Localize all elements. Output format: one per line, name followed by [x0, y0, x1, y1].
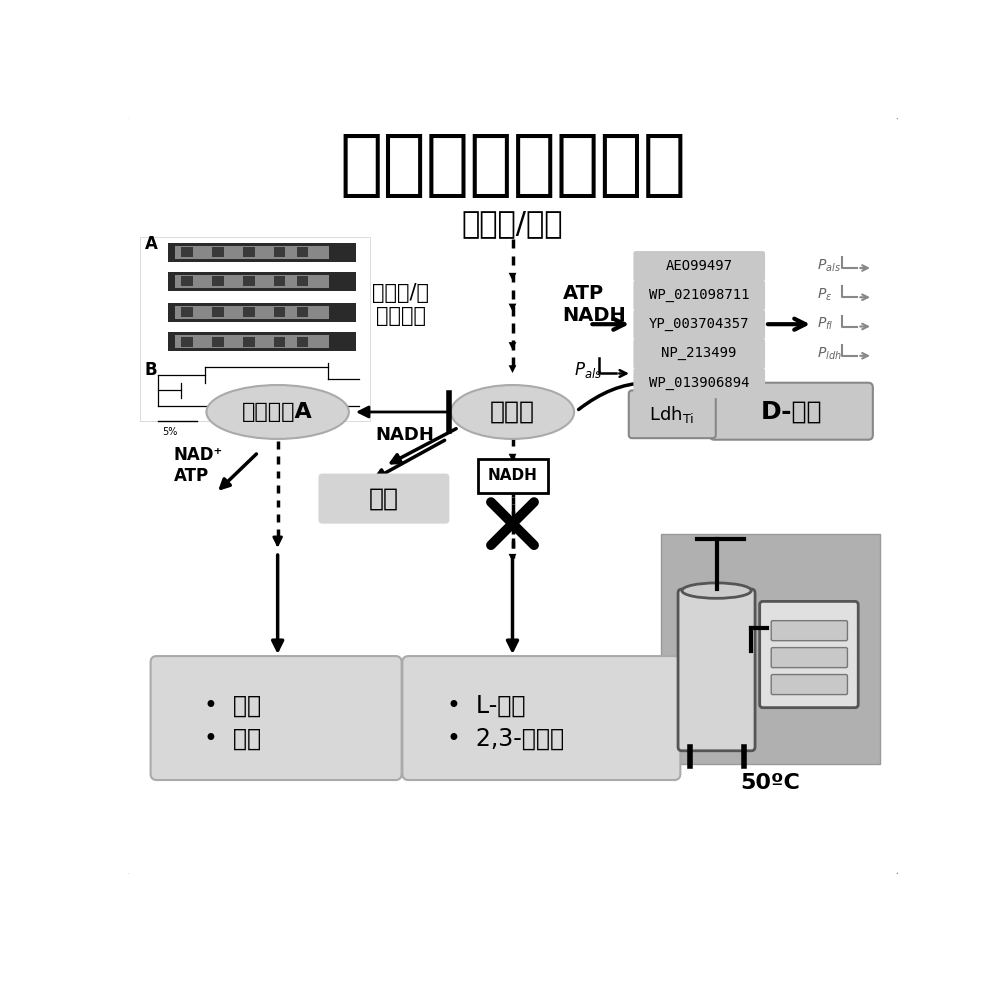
- FancyBboxPatch shape: [629, 391, 716, 438]
- Text: $P_{als}$: $P_{als}$: [574, 359, 602, 380]
- FancyBboxPatch shape: [175, 275, 329, 288]
- FancyBboxPatch shape: [633, 309, 765, 340]
- FancyBboxPatch shape: [318, 473, 449, 523]
- FancyBboxPatch shape: [243, 277, 255, 287]
- FancyBboxPatch shape: [678, 589, 755, 751]
- Text: •  2,3-丁二醇: • 2,3-丁二醇: [447, 728, 564, 751]
- FancyBboxPatch shape: [243, 307, 255, 317]
- Text: 糖酵解/戊
醣酸途径: 糖酵解/戊 醣酸途径: [372, 283, 429, 326]
- FancyBboxPatch shape: [478, 459, 548, 493]
- Text: 葡萄糖/木糖: 葡萄糖/木糖: [462, 209, 563, 238]
- FancyBboxPatch shape: [212, 307, 224, 317]
- Text: 耐热地衣芽孢杆菌: 耐热地衣芽孢杆菌: [339, 131, 686, 200]
- Text: YP_003704357: YP_003704357: [649, 317, 749, 331]
- Text: A: A: [144, 235, 157, 253]
- FancyBboxPatch shape: [181, 307, 193, 317]
- FancyBboxPatch shape: [181, 337, 193, 347]
- FancyBboxPatch shape: [212, 277, 224, 287]
- FancyBboxPatch shape: [297, 277, 308, 287]
- FancyBboxPatch shape: [175, 246, 329, 258]
- FancyBboxPatch shape: [274, 337, 285, 347]
- FancyBboxPatch shape: [181, 277, 193, 287]
- FancyBboxPatch shape: [661, 533, 880, 764]
- FancyBboxPatch shape: [243, 337, 255, 347]
- Text: $P_{\varepsilon}$: $P_{\varepsilon}$: [817, 287, 833, 303]
- Text: NADH: NADH: [375, 426, 434, 444]
- Text: •  L-乳酸: • L-乳酸: [447, 694, 526, 718]
- FancyBboxPatch shape: [151, 656, 402, 780]
- FancyBboxPatch shape: [175, 305, 329, 319]
- Text: 甲酸: 甲酸: [369, 486, 399, 511]
- Ellipse shape: [451, 385, 574, 439]
- Ellipse shape: [206, 385, 349, 439]
- FancyBboxPatch shape: [633, 368, 765, 398]
- FancyBboxPatch shape: [274, 247, 285, 257]
- Text: •  乙醇: • 乙醇: [205, 694, 262, 718]
- Text: $P_{als}$: $P_{als}$: [817, 257, 841, 274]
- FancyBboxPatch shape: [124, 115, 901, 877]
- FancyBboxPatch shape: [212, 247, 224, 257]
- FancyBboxPatch shape: [633, 251, 765, 281]
- Ellipse shape: [682, 583, 751, 598]
- FancyBboxPatch shape: [212, 337, 224, 347]
- FancyBboxPatch shape: [633, 339, 765, 369]
- FancyBboxPatch shape: [297, 307, 308, 317]
- Text: $P_{ldh}$: $P_{ldh}$: [817, 346, 842, 361]
- FancyBboxPatch shape: [771, 647, 847, 668]
- Text: •  乙酸: • 乙酸: [205, 728, 262, 751]
- FancyBboxPatch shape: [771, 675, 847, 694]
- Text: NADH: NADH: [488, 468, 537, 483]
- Text: $P_{fl}$: $P_{fl}$: [817, 316, 834, 332]
- FancyBboxPatch shape: [243, 247, 255, 257]
- Text: WP_013906894: WP_013906894: [649, 376, 749, 390]
- FancyBboxPatch shape: [181, 247, 193, 257]
- Text: 丙酮酸: 丙酮酸: [490, 400, 535, 424]
- FancyBboxPatch shape: [771, 621, 847, 640]
- FancyBboxPatch shape: [402, 656, 680, 780]
- Text: NP_213499: NP_213499: [661, 347, 737, 360]
- FancyBboxPatch shape: [168, 272, 356, 291]
- Text: B: B: [144, 360, 157, 379]
- Text: ATP
NADH: ATP NADH: [563, 284, 626, 325]
- Text: 5%: 5%: [162, 427, 178, 437]
- FancyBboxPatch shape: [297, 337, 308, 347]
- FancyBboxPatch shape: [175, 335, 329, 348]
- Text: WP_021098711: WP_021098711: [649, 288, 749, 301]
- FancyBboxPatch shape: [140, 238, 370, 421]
- FancyBboxPatch shape: [710, 383, 873, 440]
- Text: D-乳酸: D-乳酸: [760, 400, 822, 423]
- Text: $\mathrm{Ldh_{Ti}}$: $\mathrm{Ldh_{Ti}}$: [649, 404, 694, 425]
- Text: 乙酰辅酶A: 乙酰辅酶A: [242, 402, 313, 422]
- FancyBboxPatch shape: [297, 247, 308, 257]
- Text: AEO99497: AEO99497: [665, 258, 732, 273]
- FancyBboxPatch shape: [274, 307, 285, 317]
- FancyBboxPatch shape: [168, 302, 356, 322]
- Text: NAD⁺
ATP: NAD⁺ ATP: [174, 447, 223, 485]
- Text: 50ºC: 50ºC: [741, 773, 800, 793]
- FancyBboxPatch shape: [274, 277, 285, 287]
- FancyBboxPatch shape: [168, 243, 356, 262]
- FancyBboxPatch shape: [633, 280, 765, 310]
- FancyBboxPatch shape: [168, 332, 356, 352]
- FancyBboxPatch shape: [760, 601, 858, 708]
